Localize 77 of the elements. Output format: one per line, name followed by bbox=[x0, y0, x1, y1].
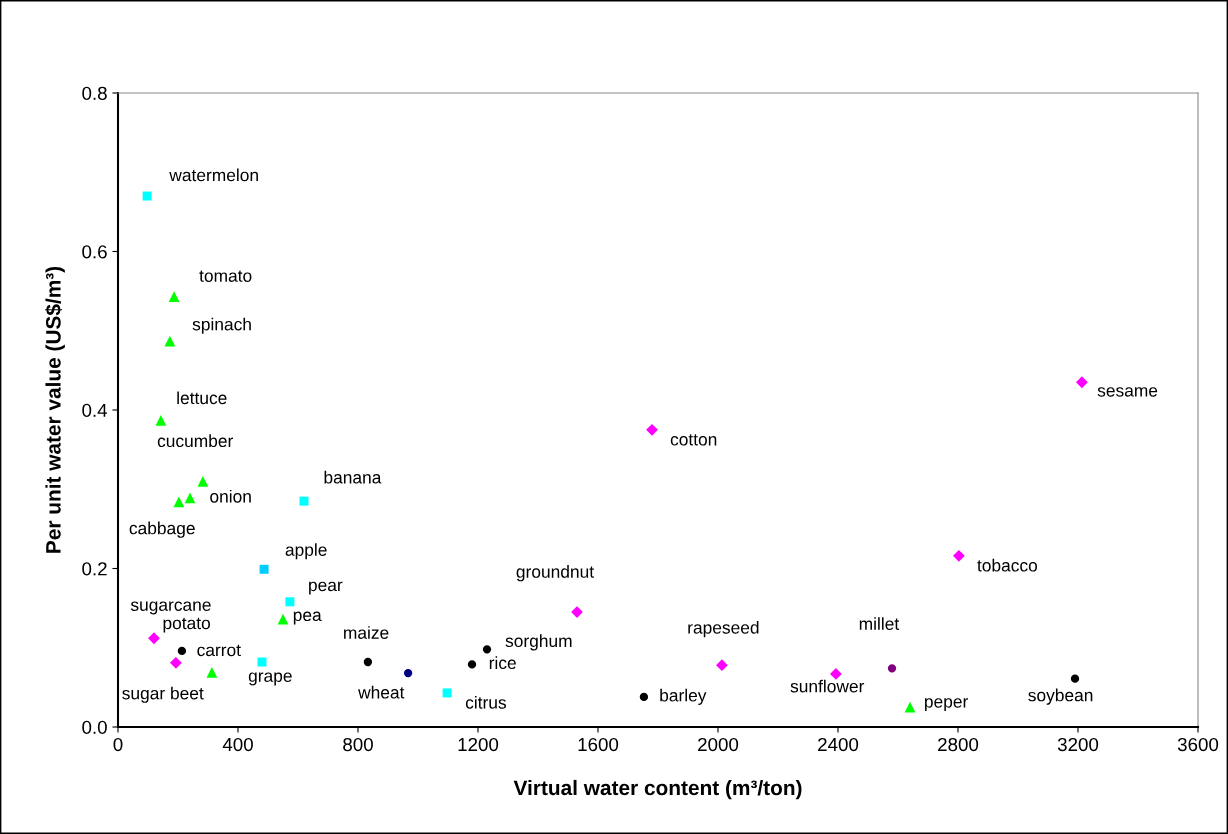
annotation: pear bbox=[309, 581, 343, 595]
point bbox=[299, 496, 309, 506]
point bbox=[277, 613, 289, 625]
point bbox=[442, 688, 452, 698]
annotation: lettuce bbox=[177, 391, 227, 405]
annotation: rice bbox=[489, 656, 516, 670]
point bbox=[142, 191, 152, 201]
annotation: rapeseed bbox=[688, 620, 759, 638]
point bbox=[173, 496, 185, 508]
y-tick-label: 0.2 bbox=[82, 562, 107, 576]
x-tick-label: 0 bbox=[113, 737, 123, 752]
point bbox=[148, 632, 160, 645]
annotation: wheat bbox=[358, 685, 405, 699]
point bbox=[716, 659, 728, 672]
annotation: citrus bbox=[465, 695, 507, 709]
x-tick-label: 3200 bbox=[1057, 737, 1099, 752]
x-tick-label: 2800 bbox=[938, 737, 979, 752]
point bbox=[164, 335, 176, 347]
point bbox=[155, 414, 167, 426]
y-axis-title: Per unit water value (US$/m³) bbox=[45, 266, 65, 553]
annotation: maize bbox=[344, 626, 389, 639]
point bbox=[177, 646, 187, 656]
point bbox=[197, 475, 209, 487]
annotation: spinach bbox=[192, 317, 251, 334]
annotation: sunflower bbox=[790, 679, 865, 693]
annotation: sorghum bbox=[505, 634, 572, 651]
x-tick-label: 400 bbox=[222, 737, 253, 752]
point bbox=[904, 701, 916, 713]
point bbox=[363, 657, 373, 667]
annotation: tomato bbox=[199, 270, 252, 282]
annotation: cabbage bbox=[129, 521, 195, 538]
annotation: barley bbox=[660, 688, 707, 705]
x-tick-label: 1600 bbox=[578, 737, 619, 752]
point bbox=[206, 666, 218, 678]
annotation: grape bbox=[248, 672, 292, 686]
annotation: carrot bbox=[197, 644, 241, 657]
annotation: banana bbox=[324, 470, 382, 484]
x-tick-label: 2000 bbox=[698, 737, 739, 752]
annotation: watermelon bbox=[169, 168, 258, 182]
annotation: sugarcane bbox=[130, 601, 211, 615]
annotation: pea bbox=[293, 611, 322, 625]
point bbox=[482, 645, 492, 654]
x-tick-label: 2400 bbox=[818, 737, 859, 752]
point bbox=[887, 664, 897, 673]
point bbox=[403, 668, 413, 678]
annotation: cotton bbox=[670, 434, 717, 446]
y-tick-label: 0.6 bbox=[82, 245, 107, 259]
annotation: groundnut bbox=[516, 565, 594, 582]
x-tick-label: 3600 bbox=[1177, 737, 1219, 752]
y-tick-label: 0.8 bbox=[82, 86, 107, 100]
annotation: cucumber bbox=[157, 434, 233, 448]
annotation: tobacco bbox=[977, 558, 1038, 572]
x-tick-label: 1200 bbox=[458, 737, 499, 752]
point bbox=[259, 564, 269, 574]
annotation: sugar beet bbox=[122, 686, 204, 703]
annotation: millet bbox=[859, 617, 900, 630]
point bbox=[1070, 674, 1080, 683]
point bbox=[830, 668, 842, 680]
point bbox=[467, 660, 477, 669]
x-axis-title: Virtual water content (m³/ton) bbox=[513, 779, 802, 800]
y-tick-label: 0.0 bbox=[82, 720, 107, 734]
point bbox=[285, 597, 295, 607]
point bbox=[646, 423, 658, 436]
point bbox=[257, 657, 267, 667]
annotation: soybean bbox=[1028, 688, 1093, 705]
point bbox=[168, 291, 180, 303]
y-tick-label: 0.4 bbox=[82, 403, 108, 417]
annotation: peper bbox=[925, 698, 968, 712]
point bbox=[953, 549, 965, 562]
point bbox=[1076, 376, 1088, 389]
point bbox=[639, 692, 649, 702]
x-tick-label: 800 bbox=[343, 737, 373, 752]
annotation: potato bbox=[163, 617, 210, 633]
annotation: onion bbox=[210, 489, 251, 503]
annotation: apple bbox=[285, 543, 327, 560]
annotation: sesame bbox=[1097, 387, 1158, 397]
point bbox=[170, 656, 182, 669]
